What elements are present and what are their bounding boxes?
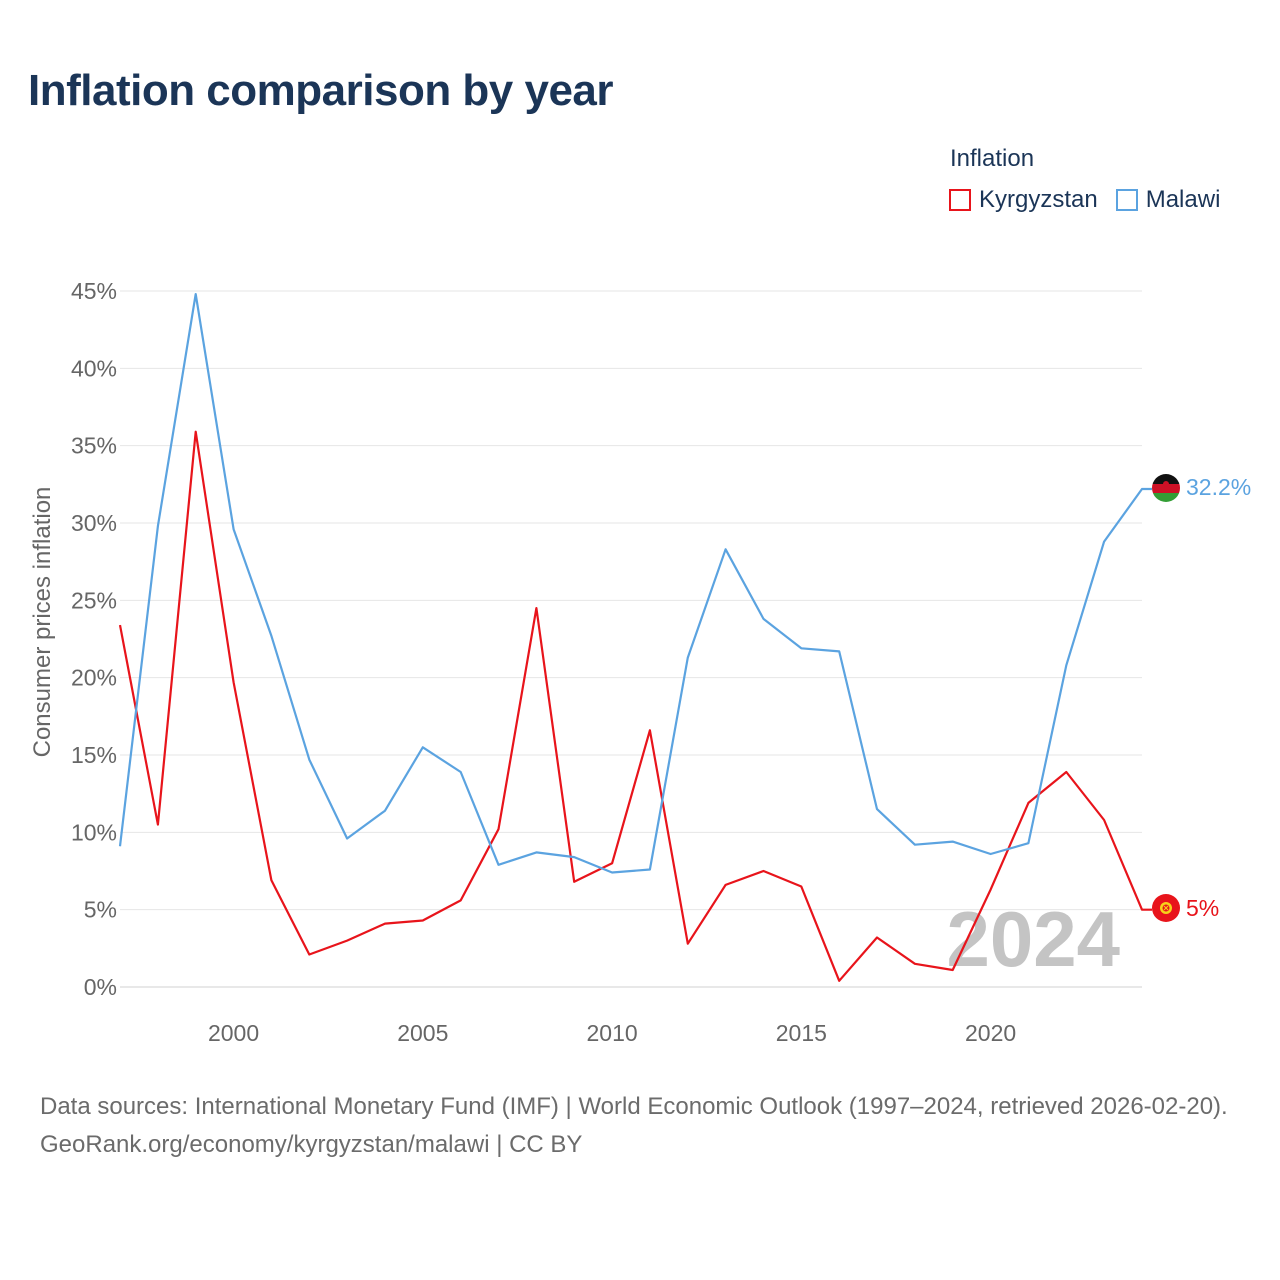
y-tick-label: 40% [71,355,117,381]
y-tick-label: 35% [71,433,117,459]
sources-line: Data sources: International Monetary Fun… [40,1093,1228,1120]
legend-title: Inflation [950,145,1035,172]
legend: Kyrgyzstan Malawi [949,186,1220,214]
series-lines [118,293,1152,982]
year-watermark: 2024 [946,895,1120,983]
x-tick-label: 2000 [208,1020,259,1046]
sources-url: GeoRank.org/economy/kyrgyzstan/malawi | … [40,1131,583,1158]
legend-label-malawi: Malawi [1145,186,1221,213]
legend-swatch-kyrgyzstan [949,189,971,211]
x-tick-labels: 2000 2005 2010 2015 2020 [208,1020,1016,1046]
end-label-kyrgyzstan: 5% [1186,895,1219,921]
x-tick-label: 2015 [776,1020,827,1046]
legend-swatch-malawi [1115,189,1138,211]
x-tick-label: 2005 [397,1020,448,1046]
legend-item-kyrgyzstan[interactable]: Kyrgyzstan [949,186,1098,214]
legend-label-kyrgyzstan: Kyrgyzstan [979,186,1098,213]
series-line-kyrgyzstan[interactable] [118,430,1152,982]
y-tick-label: 10% [71,819,117,845]
x-tick-label: 2010 [586,1020,637,1046]
y-axis-title: Consumer prices inflation [29,487,56,758]
y-tick-label: 20% [71,665,117,691]
y-tick-labels: 0% 5% 10% 15% 20% 25% 30% 35% 40% 45% [71,278,117,1000]
chart-title: Inflation comparison by year [28,66,614,115]
y-tick-label: 15% [71,742,117,768]
gridlines [120,290,1142,988]
x-tick-label: 2020 [965,1020,1016,1046]
malawi-flag-icon [1152,474,1180,502]
y-tick-label: 5% [84,897,117,923]
line-chart: 0% 5% 10% 15% 20% 25% 30% 35% 40% 45% 2000 2005 201… [29,278,1251,1046]
y-tick-label: 45% [71,278,117,304]
y-tick-label: 25% [71,587,117,613]
legend-item-malawi[interactable]: Malawi [1115,186,1221,214]
end-label-malawi: 32.2% [1186,474,1251,500]
series-line-malawi[interactable] [118,293,1152,874]
data-sources: Data sources: International Monetary Fun… [40,1088,1250,1164]
kyrgyzstan-flag-icon [1152,894,1180,922]
y-tick-label: 30% [71,510,117,536]
y-tick-label: 0% [84,974,117,1000]
